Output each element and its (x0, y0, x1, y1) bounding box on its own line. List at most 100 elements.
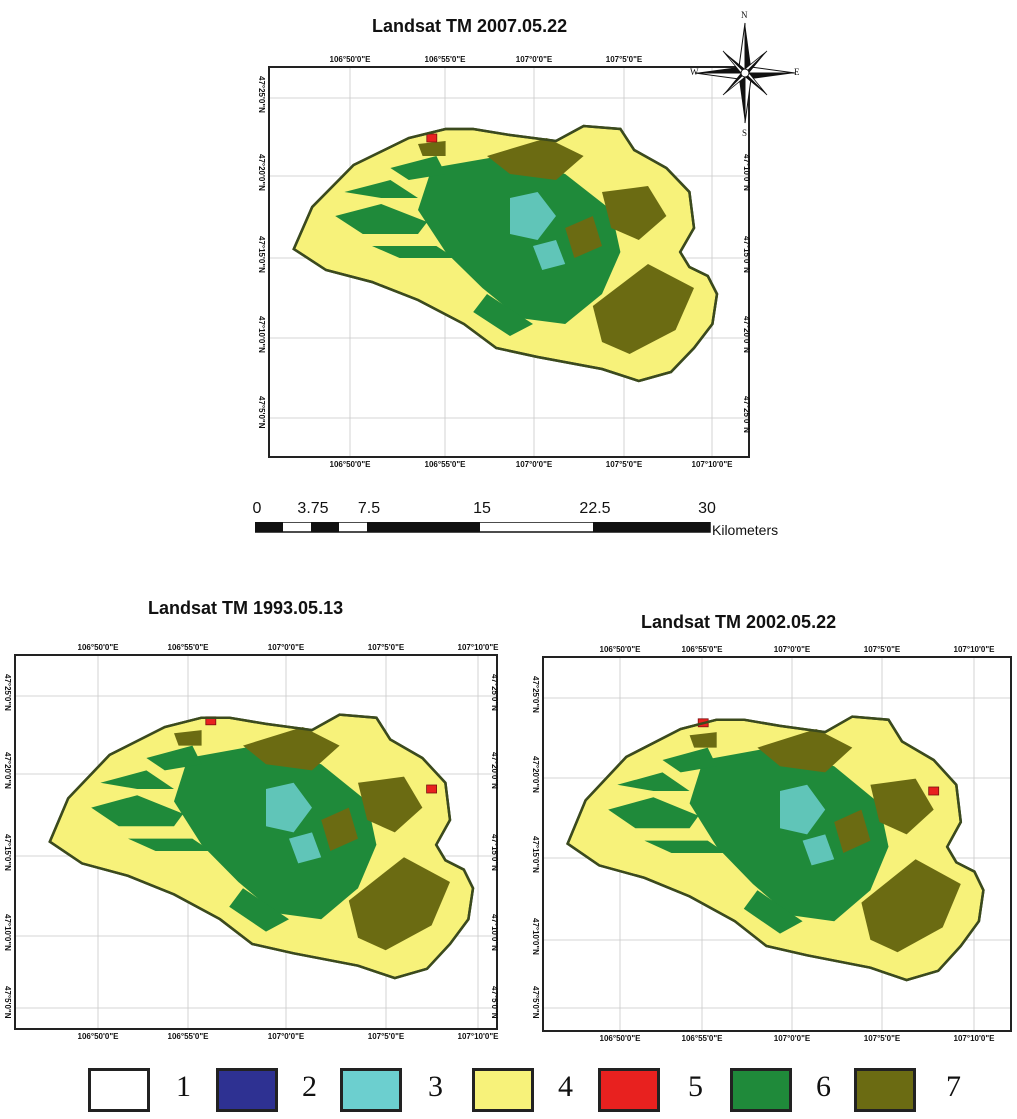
top-lon-label: 107°0'0"E (515, 55, 553, 64)
shrub-patch (834, 809, 871, 853)
left-lat-label: 47°20'0"N (257, 154, 266, 191)
bottom-lon-label: 106°50'0"E (77, 1032, 119, 1041)
top-lon-label: 106°55'0"E (681, 645, 723, 654)
right-lat-label: 47°15'0"N (742, 236, 751, 273)
bottom-lon-label: 107°10'0"E (953, 1034, 995, 1043)
forest-patch (617, 772, 690, 791)
top-lon-label: 107°5'0"E (367, 643, 405, 652)
legend-label-4: 4 (558, 1070, 573, 1103)
left-lat-label: 47°5'0"N (531, 986, 540, 1019)
left-lat-label: 47°5'0"N (3, 986, 12, 1019)
shrub-patch (602, 186, 667, 240)
legend-label-7: 7 (946, 1070, 961, 1103)
top-lon-label: 106°50'0"E (77, 643, 119, 652)
right-lat-label: 47°10'0"N (490, 914, 499, 951)
forest-patch (662, 747, 717, 773)
legend-label-2: 2 (302, 1070, 317, 1103)
top-lon-label: 107°5'0"E (605, 55, 643, 64)
shrub-patch (861, 859, 961, 953)
top-lon-label: 106°50'0"E (329, 55, 371, 64)
shrub-patch (592, 264, 694, 354)
map-canvas-2002 (544, 658, 1010, 1030)
left-lat-label: 47°15'0"N (257, 236, 266, 273)
scale-tick: 15 (473, 500, 491, 517)
scale-tick: 30 (698, 500, 716, 517)
top-lon-label: 107°5'0"E (863, 645, 901, 654)
shrub-patch (565, 216, 602, 258)
alpine-patch (266, 782, 312, 833)
north-arrow: N S E W (690, 10, 800, 140)
right-lat-label: 47°15'0"N (490, 834, 499, 871)
alpine-patch (802, 834, 835, 866)
shrub-patch (358, 776, 423, 833)
left-lat-label: 47°25'0"N (3, 674, 12, 711)
shrub-patch (418, 141, 446, 156)
bottom-lon-label: 106°50'0"E (599, 1034, 641, 1043)
shrub-patch (689, 732, 717, 748)
alpine-patch (289, 832, 322, 864)
forest-patch (743, 890, 803, 934)
legend-label-3: 3 (428, 1070, 443, 1103)
left-lat-label: 47°15'0"N (3, 834, 12, 871)
scale-unit-label: Kilometers (712, 522, 779, 538)
legend-swatch-2 (216, 1068, 278, 1112)
compass-e: E (794, 67, 800, 77)
top-lon-label: 106°55'0"E (424, 55, 466, 64)
scale-tick: 7.5 (357, 500, 381, 517)
left-lat-label: 47°20'0"N (531, 756, 540, 793)
scale-bar: 0 3.75 7.5 15 22.5 30 Kilometers (250, 500, 810, 540)
shrub-patch (487, 138, 584, 180)
scale-tick: 0 (252, 500, 262, 517)
forest-patch (174, 745, 377, 920)
map-frame-2002: 106°50'0"E 106°55'0"E 107°0'0"E 107°5'0"E 10… (531, 645, 1012, 1043)
bottom-lon-label: 107°0'0"E (267, 1032, 305, 1041)
legend-swatch-1 (88, 1068, 150, 1112)
alpine-patch (533, 240, 566, 270)
forest-patch (418, 156, 621, 324)
left-lat-label: 47°25'0"N (257, 76, 266, 113)
shrub-patch (870, 778, 934, 835)
map-canvas-2007 (270, 68, 748, 456)
right-lat-label: 47°5'0"N (490, 986, 499, 1019)
map-frame-2007: 106°50'0"E 106°55'0"E 107°0'0"E 107°5'0"E 10… (257, 55, 751, 469)
alpine-patch (780, 784, 826, 835)
forest-patch (372, 246, 455, 258)
left-lat-label: 47°25'0"N (531, 676, 540, 713)
left-lat-label: 47°20'0"N (3, 752, 12, 789)
bottom-lon-label: 106°50'0"E (329, 460, 371, 469)
top-lon-label: 107°10'0"E (457, 643, 499, 652)
left-lat-label: 47°10'0"N (531, 918, 540, 955)
forest-patch (146, 745, 202, 771)
region-boundary (48, 713, 475, 980)
bottom-lon-label: 107°0'0"E (515, 460, 553, 469)
legend-swatch-7 (854, 1068, 916, 1112)
legend-swatch-3 (340, 1068, 402, 1112)
bottom-lon-label: 107°0'0"E (773, 1034, 811, 1043)
legend: 1 2 3 4 5 6 7 (88, 1066, 988, 1116)
shrub-patch (243, 727, 340, 771)
right-lat-label: 47°20'0"N (490, 752, 499, 789)
urban-patch (426, 784, 438, 794)
top-lon-label: 107°0'0"E (267, 643, 305, 652)
bottom-lon-label: 107°5'0"E (367, 1032, 405, 1041)
top-lon-label: 106°50'0"E (599, 645, 641, 654)
forest-patch (608, 797, 699, 829)
legend-label-1: 1 (176, 1070, 191, 1103)
forest-patch (229, 888, 289, 932)
legend-swatch-5 (598, 1068, 660, 1112)
shrub-patch (348, 857, 450, 951)
forest-patch (91, 795, 184, 827)
left-lat-label: 47°10'0"N (3, 914, 12, 951)
compass-w: W (690, 67, 699, 77)
right-lat-label: 47°25'0"N (490, 674, 499, 711)
shrub-patch (174, 730, 202, 746)
urban-patch (426, 133, 438, 143)
bottom-lon-label: 106°55'0"E (681, 1034, 723, 1043)
bottom-lon-label: 107°5'0"E (863, 1034, 901, 1043)
map-canvas-1993 (16, 656, 496, 1028)
forest-patch (390, 156, 446, 180)
legend-swatch-6 (730, 1068, 792, 1112)
forest-patch (100, 770, 174, 789)
map-title-1993: Landsat TM 1993.05.13 (148, 598, 344, 618)
right-lat-label: 47°10'0"N (742, 154, 751, 191)
